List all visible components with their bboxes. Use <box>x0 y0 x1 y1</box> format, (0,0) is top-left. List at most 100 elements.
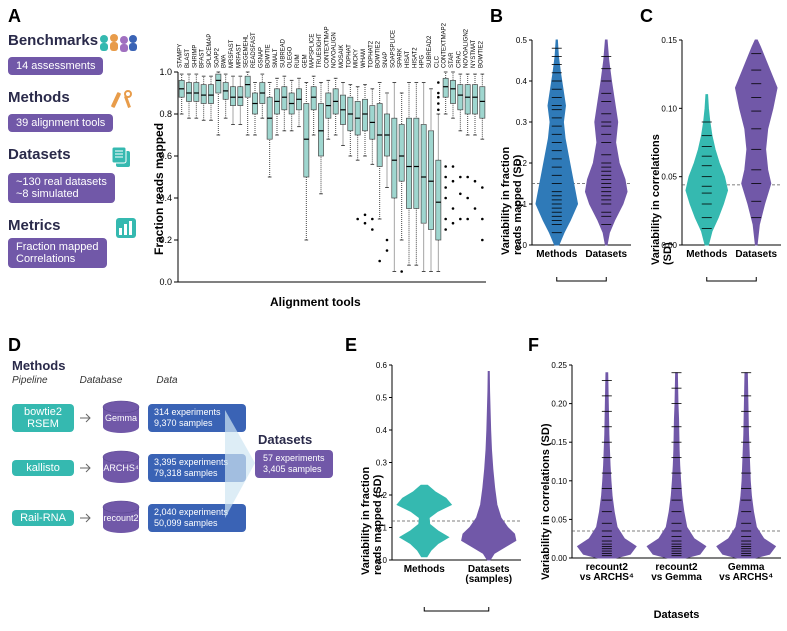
svg-text:BOWTIE2: BOWTIE2 <box>376 40 382 68</box>
metrics-pill: Fraction mapped Correlations <box>8 238 107 268</box>
svg-text:0.4: 0.4 <box>516 77 528 86</box>
svg-text:0.5: 0.5 <box>516 36 528 45</box>
panel-d-diagram: Methods Pipeline Database Data bowtie2 R… <box>12 358 342 536</box>
violin-e: 0.00.10.20.30.40.50.6MethodsDatasets(sam… <box>360 355 525 615</box>
svg-text:0.10: 0.10 <box>661 104 677 113</box>
violin-f: 0.000.050.100.150.200.25recount2vs ARCHS… <box>540 355 785 620</box>
svg-text:recount2vs ARCHS⁴: recount2vs ARCHS⁴ <box>580 562 634 583</box>
svg-text:1.0: 1.0 <box>159 67 172 77</box>
svg-text:SOAP2: SOAP2 <box>214 47 220 68</box>
violin-b-ylabel: Variability in fraction reads mapped (SD… <box>500 147 524 255</box>
d-pipeline-pill: Rail-RNA <box>12 510 74 526</box>
svg-text:0.25: 0.25 <box>551 361 567 370</box>
svg-text:HISAT: HISAT <box>405 50 411 68</box>
svg-text:0.6: 0.6 <box>376 361 388 370</box>
svg-text:TRUESIGHT: TRUESIGHT <box>317 33 323 68</box>
svg-text:MAPSPLICE: MAPSPLICE <box>310 34 316 68</box>
database-icon: ARCHS⁴ <box>100 450 142 486</box>
svg-text:0.0: 0.0 <box>159 277 172 287</box>
svg-text:Datasets: Datasets <box>735 249 777 260</box>
svg-text:Methods: Methods <box>686 249 728 260</box>
svg-text:0.20: 0.20 <box>551 400 567 409</box>
svg-text:CONTEXTMAP2: CONTEXTMAP2 <box>442 22 448 68</box>
panel-letter-d: D <box>8 335 21 356</box>
svg-text:SUBREAD2: SUBREAD2 <box>427 35 433 68</box>
svg-text:MICKY: MICKY <box>354 49 360 68</box>
svg-text:0.15: 0.15 <box>551 438 567 447</box>
svg-text:SUBREAD: SUBREAD <box>280 38 286 68</box>
svg-text:MRFAST: MRFAST <box>236 43 242 68</box>
svg-text:GSNAP: GSNAP <box>258 47 264 68</box>
d-row: Rail-RNArecount22,040 experiments 50,099… <box>12 500 342 536</box>
svg-text:0.4: 0.4 <box>376 426 388 435</box>
svg-text:NYSTMAT: NYSTMAT <box>471 39 477 68</box>
svg-text:SMALT: SMALT <box>273 48 279 68</box>
svg-text:SPARK: SPARK <box>398 48 404 68</box>
svg-text:HPG: HPG <box>420 55 426 68</box>
svg-text:BFAST: BFAST <box>200 49 206 68</box>
violin-f-ylabel: Variability in correlations (SD) <box>540 424 552 581</box>
svg-text:READSFAST: READSFAST <box>251 32 257 68</box>
boxplot-a-ylabel: Fraction reads mapped <box>152 123 166 255</box>
panel-letter-c: C <box>640 6 653 27</box>
svg-text:WHAM: WHAM <box>361 49 367 68</box>
svg-text:BOWTIE: BOWTIE <box>266 44 272 68</box>
methods-pill: 39 alignment tools <box>8 114 113 132</box>
svg-text:STAR: STAR <box>449 52 455 68</box>
panel-letter-f: F <box>528 335 539 356</box>
arrow-icon <box>80 513 94 523</box>
d-data-sub: Data <box>156 375 177 386</box>
svg-text:HISAT2: HISAT2 <box>412 47 418 68</box>
svg-text:RUM: RUM <box>295 54 301 68</box>
arrow-icon <box>80 413 94 423</box>
d-methods-head: Methods <box>12 358 342 373</box>
sidebar-a: Benchmarks 14 assessments Methods 39 ali… <box>8 32 138 268</box>
svg-text:SEGEMEHL: SEGEMEHL <box>244 34 250 68</box>
svg-text:TOPHAT: TOPHAT <box>346 44 352 68</box>
svg-text:0.00: 0.00 <box>551 554 567 563</box>
violin-c-ylabel: Variability in correlations (SD) <box>650 128 674 265</box>
svg-text:NOVOALIGN: NOVOALIGN <box>332 32 338 68</box>
svg-text:Methods: Methods <box>536 249 578 260</box>
boxplot-a-xlabel: Alignment tools <box>270 295 361 309</box>
svg-text:Datasets: Datasets <box>585 249 627 260</box>
svg-text:Gemmavs ARCHS⁴: Gemmavs ARCHS⁴ <box>719 562 773 583</box>
boxplot-a: 0.00.20.40.60.81.0STAMPYBLASTSHRIMPBFAST… <box>150 12 490 312</box>
svg-text:MOSAIK: MOSAIK <box>339 45 345 68</box>
svg-text:Datasets(experiments): Datasets(experiments) <box>640 609 712 620</box>
panel-letter-e: E <box>345 335 357 356</box>
svg-text:SHRIMP: SHRIMP <box>192 45 198 68</box>
violin-e-ylabel: Variability in fraction reads mapped (SD… <box>360 467 384 575</box>
svg-text:CLC: CLC <box>434 55 440 68</box>
svg-text:BOWTIE2: BOWTIE2 <box>478 40 484 68</box>
svg-text:ARCHS⁴: ARCHS⁴ <box>103 463 139 473</box>
svg-text:BLAST: BLAST <box>185 49 191 68</box>
svg-text:CRAC: CRAC <box>456 50 462 68</box>
svg-text:recount2: recount2 <box>103 513 138 523</box>
d-pipeline-pill: kallisto <box>12 460 74 476</box>
svg-text:0.05: 0.05 <box>551 515 567 524</box>
d-merge-arrows <box>225 400 270 530</box>
svg-text:BWA: BWA <box>222 55 228 68</box>
svg-text:SNAP: SNAP <box>383 52 389 68</box>
panel-letter-a: A <box>8 6 21 27</box>
svg-text:TOPHAT2: TOPHAT2 <box>368 40 374 68</box>
database-icon: Gemma <box>100 400 142 436</box>
svg-text:Gemma: Gemma <box>105 413 137 423</box>
benchmarks-pill: 14 assessments <box>8 57 103 75</box>
svg-text:CONTEXTMAP: CONTEXTMAP <box>324 26 330 68</box>
svg-text:0.3: 0.3 <box>516 118 528 127</box>
svg-text:MRSFAST: MRSFAST <box>229 39 235 68</box>
svg-text:recount2vs Gemma: recount2vs Gemma <box>651 562 702 583</box>
arrow-icon <box>80 463 94 473</box>
d-database-sub: Database <box>80 375 123 386</box>
svg-text:Methods: Methods <box>404 564 446 575</box>
svg-text:GEM: GEM <box>302 54 308 68</box>
people-icon <box>98 31 138 53</box>
d-row: bowtie2 RSEMGemma314 experiments 9,370 s… <box>12 400 342 436</box>
svg-text:Datasets(samples): Datasets(samples) <box>465 564 512 585</box>
svg-text:0.8: 0.8 <box>159 109 172 119</box>
svg-text:NOVOALIGN2: NOVOALIGN2 <box>464 28 470 68</box>
svg-text:STAMPY: STAMPY <box>178 44 184 68</box>
svg-text:SPLICEMAP: SPLICEMAP <box>207 34 213 68</box>
